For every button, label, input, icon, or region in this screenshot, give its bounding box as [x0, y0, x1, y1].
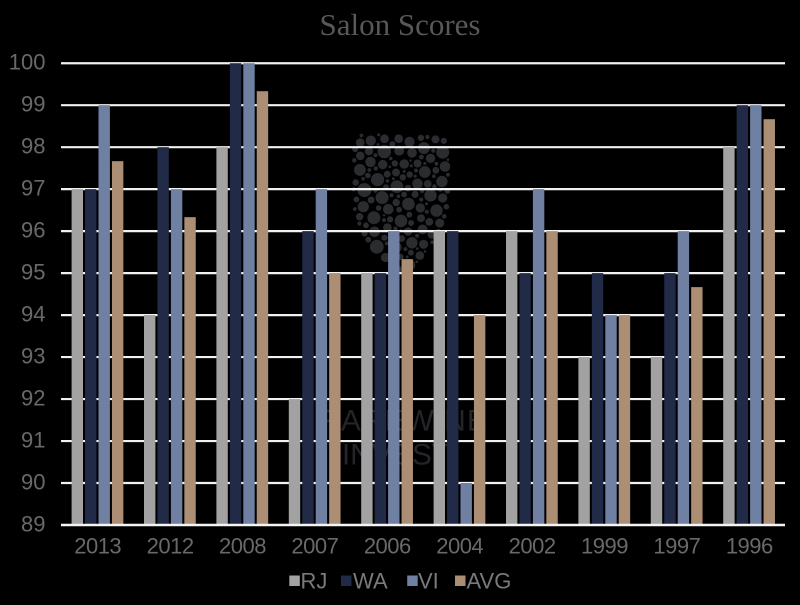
svg-text:95: 95: [21, 260, 45, 285]
svg-text:94: 94: [21, 302, 45, 327]
svg-text:2006: 2006: [364, 534, 411, 559]
svg-text:96: 96: [21, 218, 45, 243]
svg-text:WA: WA: [353, 569, 388, 594]
svg-text:1997: 1997: [653, 534, 700, 559]
svg-text:100: 100: [9, 50, 46, 75]
svg-text:2012: 2012: [147, 534, 194, 559]
svg-text:RJ: RJ: [301, 569, 328, 594]
svg-text:1999: 1999: [581, 534, 628, 559]
svg-text:2007: 2007: [291, 534, 338, 559]
svg-text:1996: 1996: [726, 534, 773, 559]
svg-text:2013: 2013: [74, 534, 121, 559]
svg-text:Salon Scores: Salon Scores: [319, 7, 480, 42]
svg-text:91: 91: [21, 428, 45, 453]
svg-text:99: 99: [21, 92, 45, 117]
svg-text:2002: 2002: [509, 534, 556, 559]
svg-text:2008: 2008: [219, 534, 266, 559]
svg-text:92: 92: [21, 386, 45, 411]
svg-text:2004: 2004: [436, 534, 483, 559]
svg-text:89: 89: [21, 512, 45, 537]
svg-text:90: 90: [21, 470, 45, 495]
svg-text:93: 93: [21, 344, 45, 369]
svg-text:VI: VI: [418, 569, 439, 594]
svg-text:97: 97: [21, 176, 45, 201]
svg-text:98: 98: [21, 134, 45, 159]
svg-text:AVG: AVG: [467, 569, 512, 594]
